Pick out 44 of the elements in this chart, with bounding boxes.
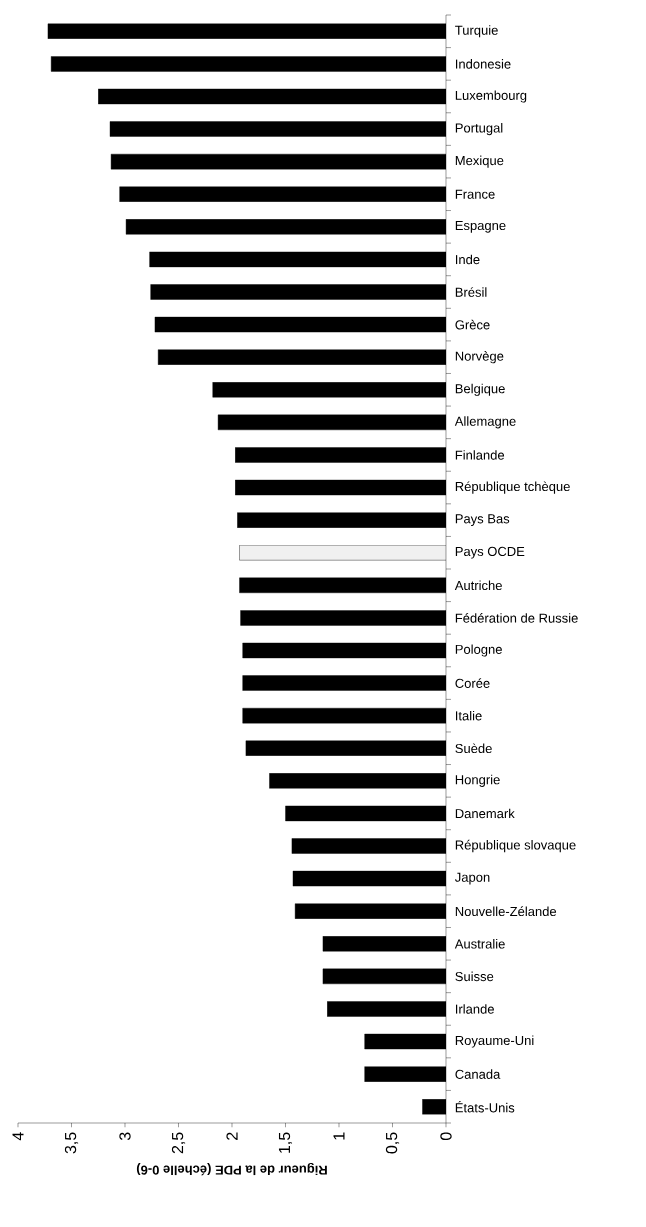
y-tick-label: Danemark (455, 808, 515, 819)
y-tick-label: Australie (454, 939, 505, 949)
y-tick-label: Portugal (455, 123, 503, 136)
y-tick-label: Finlande (455, 450, 505, 460)
y-tick-label: Brésil (455, 287, 487, 297)
y-tick-label: Canada (455, 1069, 501, 1079)
y-tick-label: Nouvelle-Zélande (455, 906, 557, 917)
x-tick-label: 0,5 (385, 1132, 400, 1154)
y-tick-label: Indonesie (455, 59, 511, 69)
x-tick-label: 2 (226, 1132, 238, 1140)
y-tick-label: Grèce (455, 319, 490, 330)
y-tick-label: Inde (455, 254, 480, 265)
y-tick-label: République slovaque (455, 839, 576, 853)
x-tick-label: 3 (119, 1132, 131, 1141)
y-tick-label: Autriche (454, 580, 502, 591)
y-tick-label: Espagne (455, 221, 506, 233)
x-tick-label: 1 (333, 1132, 345, 1140)
x-tick-label: 2,5 (171, 1132, 186, 1154)
y-tick-label: États-Unis (455, 1101, 515, 1113)
y-tick-label: Pays OCDE (455, 546, 525, 559)
y-tick-label: Irlande (455, 1004, 494, 1014)
y-tick-label: Suisse (455, 971, 494, 982)
y-tick-label: Hongrie (455, 774, 500, 787)
y-tick-label: Norvège (455, 351, 504, 364)
y-tick-label: Japon (454, 872, 490, 885)
y-tick-label: Royaume-Uni (455, 1035, 534, 1048)
y-tick-label: Corée (455, 678, 490, 688)
y-tick-label: Luxembourg (455, 90, 527, 103)
x-tick-label: 4 (12, 1132, 24, 1141)
y-tick-label: Turquie (455, 25, 498, 38)
y-tick-label: Pologne (455, 644, 502, 657)
y-tick-label: Suède (455, 743, 492, 754)
y-tick-label: Belgique (455, 383, 505, 396)
x-tick-label: 0 (440, 1132, 452, 1141)
y-tick-label: République tchèque (455, 481, 570, 494)
y-tick-label: Pays Bas (455, 514, 510, 526)
y-tick-label: Mexique (455, 155, 504, 168)
y-tick-label: Italie (455, 710, 482, 721)
y-tick-label: France (455, 189, 495, 199)
y-tick-label: Fédération de Russie (455, 613, 578, 623)
y-tick-label: Allemagne (454, 416, 516, 429)
x-axis-title: Rigueur de la PDE (échelle 0-6) (136, 1162, 327, 1176)
x-tick-label: 1,5 (278, 1132, 293, 1153)
x-tick-label: 3,5 (64, 1132, 79, 1154)
